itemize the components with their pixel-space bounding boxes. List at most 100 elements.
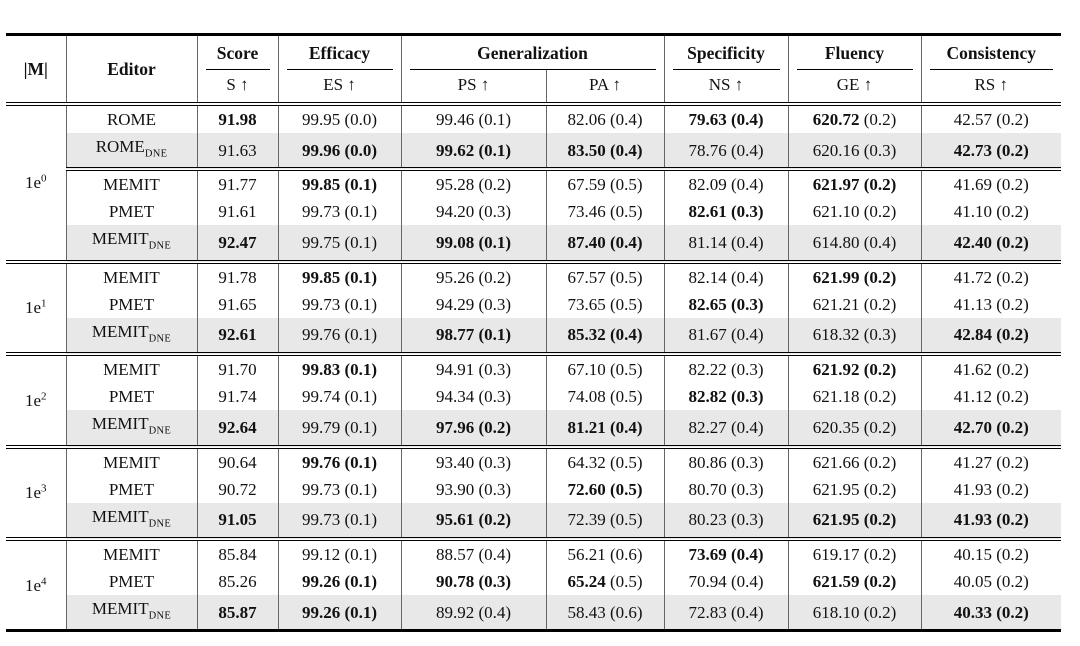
metric-cell-ns: 82.22 (0.3) <box>663 352 788 384</box>
column-group-efficacy: Efficacy <box>277 34 401 70</box>
editor-cell: ROME <box>65 102 197 133</box>
metric-cell-rs: 40.33 (0.2) <box>920 594 1061 631</box>
metric-cell-es: 99.73 (0.1) <box>277 502 401 539</box>
column-group-generalization: Generalization <box>400 34 664 70</box>
table-row: PMET 85.26 99.26 (0.1) 90.78 (0.3) 65.24 (0.… <box>6 567 1061 595</box>
editor-cell: PMET <box>65 567 197 595</box>
metric-cell-es: 99.79 (0.1) <box>277 410 401 447</box>
table-row: 1e4 MEMIT 85.84 99.12 (0.1) 88.57 (0.4) 56.21… <box>6 536 1061 631</box>
metric-cell-s: 90.64 <box>196 444 278 476</box>
column-header-es: ES ↑ <box>277 70 401 104</box>
batch-group-1e3: 1e3 MEMIT 90.64 99.76 (0.1) 93.40 (0.3) 64.32… <box>6 444 1061 539</box>
metric-cell-ns: 82.09 (0.4) <box>663 167 788 199</box>
metric-cell-pa: 73.65 (0.5) <box>545 290 664 318</box>
table-row: 1e3 MEMIT 90.64 99.76 (0.1) 93.40 (0.3) 64.32… <box>6 444 1061 539</box>
metric-cell-pa: 87.40 (0.4) <box>545 225 664 262</box>
table-row: PMET 91.74 99.74 (0.1) 94.34 (0.3) 74.08 (0.… <box>6 383 1061 411</box>
metric-cell-ns: 72.83 (0.4) <box>663 594 788 631</box>
metric-cell-s: 92.61 <box>196 317 278 355</box>
metric-cell-ps: 94.29 (0.3) <box>400 290 546 318</box>
metric-cell-s: 91.78 <box>196 259 278 291</box>
metric-cell-es: 99.26 (0.1) <box>277 594 401 631</box>
editor-cell: MEMIT <box>65 444 197 476</box>
metric-cell-es: 99.73 (0.1) <box>277 198 401 226</box>
metric-cell-ps: 97.96 (0.2) <box>400 410 546 447</box>
metric-cell-pa: 65.24 (0.5) <box>545 567 664 595</box>
metric-cell-s: 91.77 <box>196 167 278 199</box>
metric-cell-ns: 82.65 (0.3) <box>663 290 788 318</box>
metric-cell-pa: 72.39 (0.5) <box>545 502 664 539</box>
metric-cell-ge: 621.18 (0.2) <box>787 383 921 411</box>
column-header-pa: PA ↑ <box>545 70 664 104</box>
editor-cell: PMET <box>65 290 197 318</box>
metric-cell-ps: 90.78 (0.3) <box>400 567 546 595</box>
metric-cell-es: 99.76 (0.1) <box>277 317 401 355</box>
metric-cell-s: 91.61 <box>196 198 278 226</box>
metric-cell-ps: 95.28 (0.2) <box>400 167 546 199</box>
metric-cell-rs: 42.57 (0.2) <box>920 102 1061 133</box>
metric-cell-ns: 73.69 (0.4) <box>663 536 788 568</box>
metric-cell-pa: 82.06 (0.4) <box>545 102 664 133</box>
metric-cell-ns: 80.23 (0.3) <box>663 502 788 539</box>
table-row: PMET 91.65 99.73 (0.1) 94.29 (0.3) 73.65 (0.… <box>6 290 1061 318</box>
batch-group-1e0: 1e0 ROME 91.98 99.95 (0.0) 99.46 (0.1) 82.06 … <box>6 102 1061 262</box>
metric-cell-es: 99.76 (0.1) <box>277 444 401 476</box>
metric-cell-rs: 41.62 (0.2) <box>920 352 1061 384</box>
metric-cell-pa: 74.08 (0.5) <box>545 383 664 411</box>
metric-cell-ge: 620.16 (0.3) <box>787 133 921 170</box>
metric-cell-ps: 88.57 (0.4) <box>400 536 546 568</box>
metric-cell-ns: 82.82 (0.3) <box>663 383 788 411</box>
editor-cell: MEMITDNE <box>65 502 197 539</box>
header-metric-row: S ↑ ES ↑ PS ↑ PA ↑ NS ↑ GE ↑ RS ↑ <box>6 70 1061 104</box>
metric-cell-ge: 618.10 (0.2) <box>787 594 921 631</box>
column-header-ps: PS ↑ <box>400 70 546 104</box>
table-row: PMET 91.61 99.73 (0.1) 94.20 (0.3) 73.46 (0.… <box>6 198 1061 226</box>
header-group-row: |M| Editor Score Efficacy Generalization… <box>6 34 1061 104</box>
metric-cell-ps: 93.90 (0.3) <box>400 475 546 503</box>
metric-cell-ps: 99.62 (0.1) <box>400 133 546 170</box>
editor-cell: PMET <box>65 198 197 226</box>
batch-group-1e1: 1e1 MEMIT 91.78 99.85 (0.1) 95.26 (0.2) 67.57… <box>6 259 1061 355</box>
metric-cell-s: 92.47 <box>196 225 278 262</box>
metric-cell-ns: 82.14 (0.4) <box>663 259 788 291</box>
column-header-s: S ↑ <box>196 70 278 104</box>
metric-cell-rs: 41.93 (0.2) <box>920 502 1061 539</box>
metric-cell-ps: 94.20 (0.3) <box>400 198 546 226</box>
column-header-batch-size: |M| <box>23 58 48 79</box>
column-group-consistency: Consistency <box>920 34 1061 70</box>
metric-cell-ge: 620.35 (0.2) <box>787 410 921 447</box>
table-row: MEMIT 91.77 99.85 (0.1) 95.28 (0.2) 67.59 (0… <box>6 167 1061 199</box>
metric-cell-s: 91.63 <box>196 133 278 170</box>
metric-cell-ge: 621.95 (0.2) <box>787 502 921 539</box>
metric-cell-s: 91.65 <box>196 290 278 318</box>
metric-cell-pa: 56.21 (0.6) <box>545 536 664 568</box>
metric-cell-s: 91.98 <box>196 102 278 133</box>
table-row: 1e1 MEMIT 91.78 99.85 (0.1) 95.26 (0.2) 67.57… <box>6 259 1061 355</box>
editor-cell: MEMITDNE <box>65 410 197 447</box>
metric-cell-ge: 621.66 (0.2) <box>787 444 921 476</box>
table-row: PMET 90.72 99.73 (0.1) 93.90 (0.3) 72.60 (0.… <box>6 475 1061 503</box>
metric-cell-ge: 621.99 (0.2) <box>787 259 921 291</box>
editor-cell: MEMIT <box>65 167 197 199</box>
metric-cell-ge: 620.72 (0.2) <box>787 102 921 133</box>
metric-cell-ns: 70.94 (0.4) <box>663 567 788 595</box>
editor-cell: ROMEDNE <box>65 133 197 170</box>
metric-cell-s: 91.74 <box>196 383 278 411</box>
results-table: |M| Editor Score Efficacy Generalization… <box>6 33 1061 633</box>
column-group-fluency: Fluency <box>787 34 921 70</box>
metric-cell-es: 99.83 (0.1) <box>277 352 401 384</box>
metric-cell-ge: 621.97 (0.2) <box>787 167 921 199</box>
metric-cell-rs: 42.70 (0.2) <box>920 410 1061 447</box>
editor-cell: MEMITDNE <box>65 225 197 262</box>
metric-cell-ge: 621.10 (0.2) <box>787 198 921 226</box>
metric-cell-ge: 621.59 (0.2) <box>787 567 921 595</box>
metric-cell-pa: 67.57 (0.5) <box>545 259 664 291</box>
editor-cell: MEMITDNE <box>65 317 197 355</box>
metric-cell-rs: 41.93 (0.2) <box>920 475 1061 503</box>
magnitude-cell: 1e0 <box>6 102 66 262</box>
table-row: 1e0 ROME 91.98 99.95 (0.0) 99.46 (0.1) 82.06 … <box>6 102 1061 262</box>
table-header: |M| Editor Score Efficacy Generalization… <box>6 34 1061 104</box>
editor-cell: PMET <box>65 383 197 411</box>
metric-cell-ps: 99.08 (0.1) <box>400 225 546 262</box>
batch-group-1e2: 1e2 MEMIT 91.70 99.83 (0.1) 94.91 (0.3) 67.10… <box>6 352 1061 447</box>
